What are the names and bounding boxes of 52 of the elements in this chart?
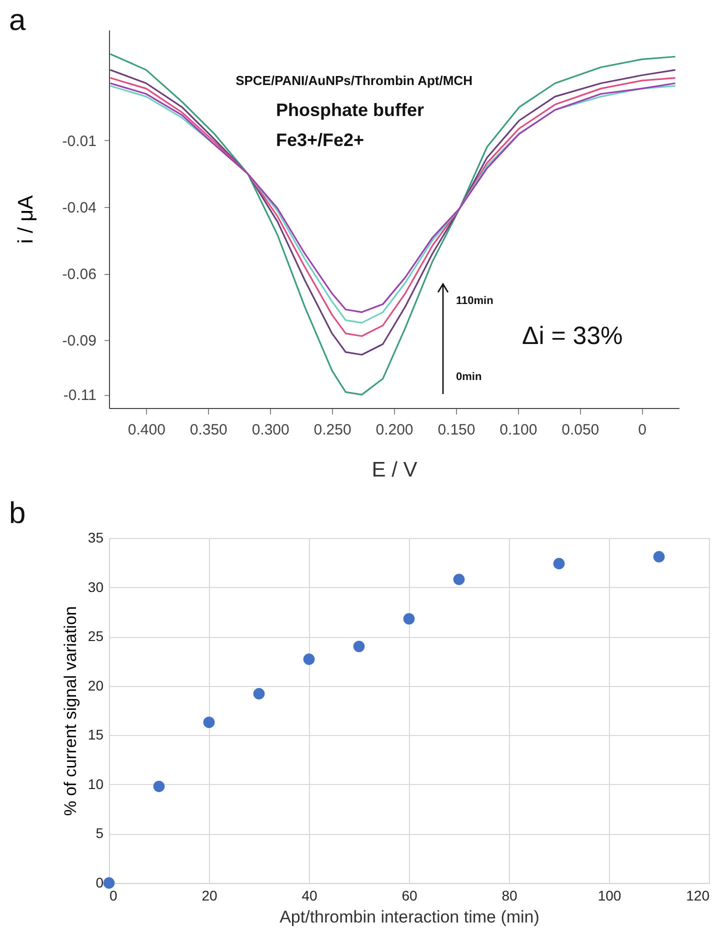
x-tick-label: 0.100 xyxy=(500,422,538,438)
y-tick-label: 20 xyxy=(88,677,104,694)
y-tick-label: -0.09 xyxy=(62,332,96,350)
point xyxy=(553,558,565,570)
y-axis-title: % of current signal variation xyxy=(60,606,80,816)
y-tick-label: 5 xyxy=(96,825,104,842)
y-tick-label: 35 xyxy=(88,530,104,546)
x-tick-label: 0 xyxy=(110,888,118,904)
chart-title: b xyxy=(9,497,26,530)
line-series xyxy=(109,53,676,396)
annotation: Δi = 33% xyxy=(522,322,623,350)
y-tick-label: -0.01 xyxy=(62,132,96,150)
y-tick-label: 15 xyxy=(88,726,104,743)
x-tick-label: 0.350 xyxy=(190,422,228,438)
point xyxy=(203,716,215,728)
x-tick-label: 0 xyxy=(638,422,646,438)
point xyxy=(353,640,365,652)
y-tick-label: 25 xyxy=(88,628,104,644)
x-tick-label: 120 xyxy=(686,888,710,904)
point xyxy=(403,613,415,625)
y-tick-label: 30 xyxy=(88,578,104,595)
point xyxy=(653,551,665,562)
x-tick-label: 100 xyxy=(598,888,622,904)
x-tick-label: 0.200 xyxy=(376,422,414,438)
x-tick-label: 20 xyxy=(202,888,218,904)
annotation: Phosphate buffer xyxy=(276,100,424,120)
y-axis-title: i / μA xyxy=(14,195,38,244)
y-tick-label: -0.06 xyxy=(62,266,96,284)
x-tick-label: 0.050 xyxy=(562,422,600,438)
y-tick-label: 10 xyxy=(88,776,104,792)
y-tick-label: -0.11 xyxy=(63,387,96,404)
x-tick-label: 40 xyxy=(302,888,318,904)
x-tick-label: 0.400 xyxy=(128,422,166,438)
chart-title: a xyxy=(9,4,26,37)
y-tick-label: 0 xyxy=(96,874,104,890)
point xyxy=(453,574,465,586)
point xyxy=(253,688,265,700)
x-tick-label: 80 xyxy=(502,888,518,904)
y-tick-label: -0.04 xyxy=(62,200,96,217)
point xyxy=(153,780,165,792)
x-tick-label: 60 xyxy=(402,888,418,904)
x-axis-title: E / V xyxy=(372,458,418,482)
annotation: 110min xyxy=(456,295,494,307)
x-tick-label: 0.250 xyxy=(314,422,352,438)
x-axis-title: Apt/thrombin interaction time (min) xyxy=(280,908,540,926)
annotation: 0min xyxy=(456,371,482,383)
x-tick-label: 0.300 xyxy=(252,422,290,438)
annotation: SPCE/PANI/AuNPs/Thrombin Apt/MCH xyxy=(236,73,472,88)
point xyxy=(303,654,315,665)
x-tick-label: 0.150 xyxy=(438,422,476,438)
annotation: Fe3+/Fe2+ xyxy=(276,130,364,150)
point xyxy=(103,877,115,889)
